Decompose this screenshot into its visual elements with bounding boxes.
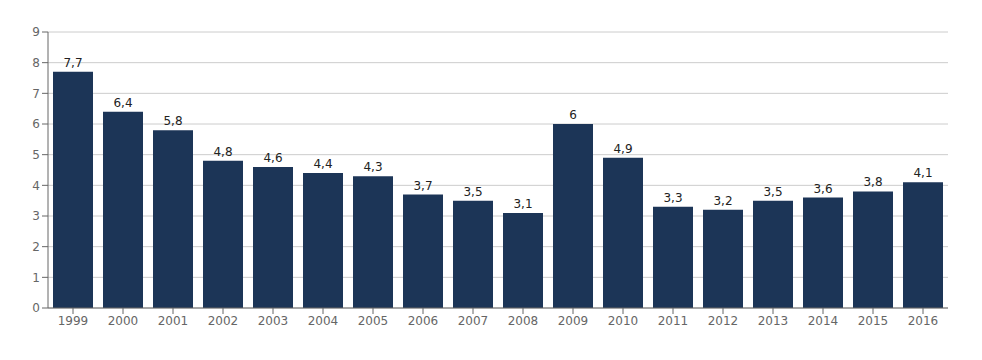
svg-text:2001: 2001	[158, 314, 189, 328]
svg-text:2: 2	[32, 240, 40, 254]
svg-text:4,1: 4,1	[913, 166, 932, 180]
svg-text:3,6: 3,6	[813, 182, 832, 196]
svg-text:2016: 2016	[908, 314, 939, 328]
svg-text:2009: 2009	[558, 314, 589, 328]
svg-text:2010: 2010	[608, 314, 639, 328]
svg-text:0: 0	[32, 301, 40, 315]
svg-text:3,8: 3,8	[863, 175, 882, 189]
svg-text:1999: 1999	[58, 314, 89, 328]
svg-text:1: 1	[32, 271, 40, 285]
svg-text:5,8: 5,8	[163, 114, 182, 128]
svg-text:3,2: 3,2	[713, 194, 732, 208]
svg-text:6,4: 6,4	[113, 96, 132, 110]
svg-text:3,1: 3,1	[513, 197, 532, 211]
svg-text:3,5: 3,5	[463, 185, 482, 199]
svg-text:5: 5	[32, 148, 40, 162]
svg-text:2012: 2012	[708, 314, 739, 328]
svg-text:6: 6	[32, 117, 40, 131]
svg-text:3,7: 3,7	[413, 179, 432, 193]
svg-text:3,5: 3,5	[763, 185, 782, 199]
svg-text:3,3: 3,3	[663, 191, 682, 205]
svg-text:7,7: 7,7	[63, 56, 82, 70]
svg-text:2008: 2008	[508, 314, 539, 328]
svg-text:2011: 2011	[658, 314, 689, 328]
svg-text:2005: 2005	[358, 314, 389, 328]
svg-text:6: 6	[569, 108, 577, 122]
svg-text:2015: 2015	[858, 314, 889, 328]
svg-text:2013: 2013	[758, 314, 789, 328]
svg-text:2007: 2007	[458, 314, 489, 328]
svg-text:4,4: 4,4	[313, 157, 332, 171]
svg-text:2002: 2002	[208, 314, 239, 328]
svg-text:4,9: 4,9	[613, 142, 632, 156]
svg-text:2003: 2003	[258, 314, 289, 328]
svg-text:2014: 2014	[808, 314, 839, 328]
svg-text:7: 7	[32, 87, 40, 101]
svg-text:4: 4	[32, 179, 40, 193]
svg-text:9: 9	[32, 25, 40, 39]
svg-text:2000: 2000	[108, 314, 139, 328]
svg-text:4,3: 4,3	[363, 160, 382, 174]
svg-text:2004: 2004	[308, 314, 339, 328]
svg-text:8: 8	[32, 56, 40, 70]
svg-text:4,6: 4,6	[263, 151, 282, 165]
svg-text:4,8: 4,8	[213, 145, 232, 159]
svg-text:2006: 2006	[408, 314, 439, 328]
svg-text:3: 3	[32, 209, 40, 223]
